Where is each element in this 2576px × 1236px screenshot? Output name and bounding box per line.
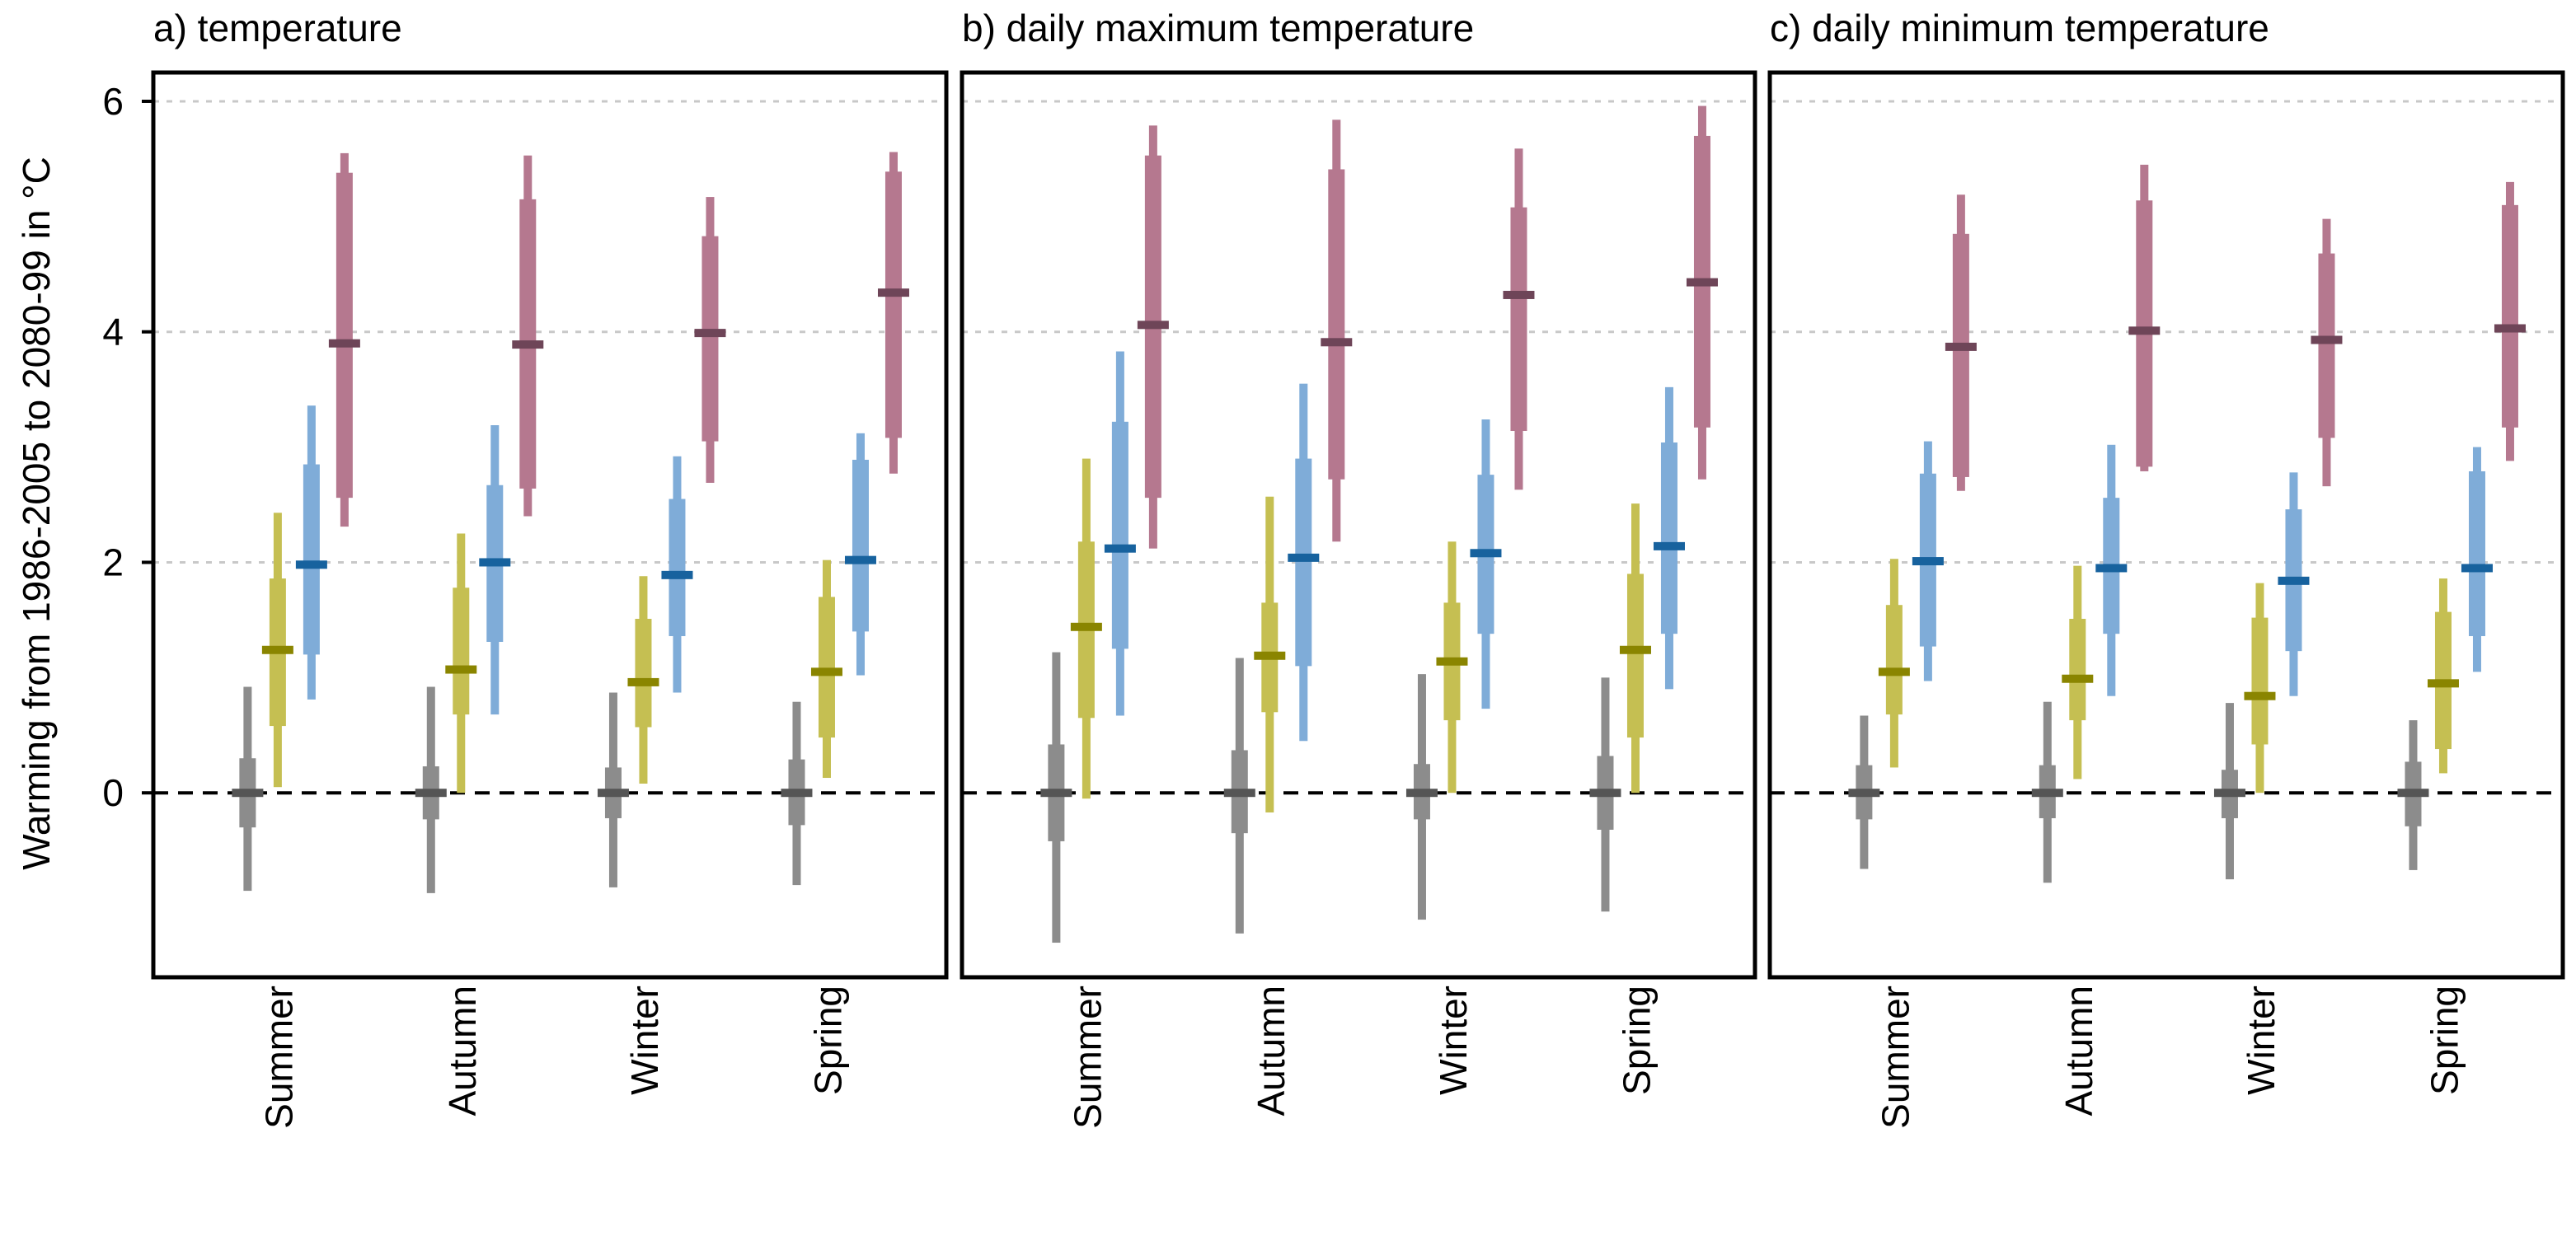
median-marker <box>1470 549 1502 558</box>
median-marker <box>810 667 842 677</box>
median-marker <box>1686 278 1718 287</box>
panel-frame <box>1767 70 2565 980</box>
panel-temperature: a) temperature Summer Autumn Winter Spring <box>151 7 949 1129</box>
interquartile-bar <box>1626 574 1644 738</box>
category-label: Summer <box>257 986 300 1129</box>
category-label: Autumn <box>2058 986 2100 1117</box>
median-marker <box>2031 789 2063 798</box>
interquartile-bar <box>1660 442 1677 634</box>
interquartile-bar <box>2069 618 2086 721</box>
interquartile-bar <box>2251 617 2269 745</box>
interquartile-bar <box>2501 204 2518 428</box>
median-marker <box>1589 789 1621 798</box>
interquartile-bar <box>1952 233 1969 477</box>
median-marker <box>1878 667 1910 677</box>
category-label: Winter <box>623 986 666 1095</box>
median-marker <box>261 645 293 654</box>
y-tick-label: 2 <box>102 541 124 583</box>
median-marker <box>1436 657 1468 666</box>
median-marker <box>2278 576 2310 585</box>
median-marker <box>1040 789 1072 798</box>
interquartile-bar <box>1295 458 1312 667</box>
category-label: Autumn <box>1250 986 1293 1117</box>
median-marker <box>2461 564 2493 573</box>
median-marker <box>844 555 876 564</box>
category-label: Winter <box>2240 986 2283 1095</box>
median-marker <box>1653 541 1685 550</box>
category-label: Spring <box>1615 986 1658 1095</box>
panel-title: a) temperature <box>153 7 402 49</box>
panel-frame <box>960 70 1757 980</box>
category-label: Spring <box>806 986 849 1095</box>
median-marker <box>1070 622 1102 631</box>
median-marker <box>2244 691 2276 700</box>
category-label: Spring <box>2423 986 2466 1095</box>
y-axis: 0 2 4 6 <box>102 80 153 814</box>
interquartile-bar <box>2318 253 2335 438</box>
median-marker <box>1321 338 1353 347</box>
median-marker <box>661 570 693 579</box>
interquartile-bar <box>2468 471 2485 636</box>
interquartile-bar <box>453 588 470 715</box>
interquartile-bar <box>1510 207 1527 432</box>
median-marker <box>232 789 264 798</box>
panel-frame <box>151 70 949 980</box>
panel-title: b) daily maximum temperature <box>962 7 1474 49</box>
panel-daily-maximum-temperature: b) daily maximum temperature Summer Autum… <box>960 7 1757 1129</box>
median-marker <box>2128 326 2161 335</box>
interquartile-bar <box>303 464 320 655</box>
median-marker <box>627 677 659 686</box>
median-marker <box>328 339 360 348</box>
median-marker <box>445 665 477 674</box>
median-marker <box>1137 321 1169 330</box>
y-tick-label: 4 <box>102 311 124 353</box>
median-marker <box>694 329 726 338</box>
median-marker <box>1104 544 1136 553</box>
interquartile-bar <box>1111 421 1128 649</box>
interquartile-bar <box>1885 605 1903 715</box>
median-marker <box>2062 674 2094 683</box>
category-label: Summer <box>1066 986 1109 1129</box>
category-label: Autumn <box>441 986 484 1117</box>
category-label: Summer <box>1874 986 1917 1129</box>
median-marker <box>1912 557 1944 566</box>
interquartile-bar <box>335 172 353 499</box>
interquartile-bar <box>1328 169 1345 480</box>
panel-daily-minimum-temperature: c) daily minimum temperature Summer Autum… <box>1767 7 2565 1129</box>
y-axis-label: Warming from 1986-2005 to 2080-99 in °C <box>15 157 58 870</box>
median-marker <box>2427 679 2459 688</box>
interquartile-bar <box>669 499 686 636</box>
median-marker <box>1223 789 1255 798</box>
median-marker <box>1848 789 1880 798</box>
median-marker <box>597 789 629 798</box>
interquartile-bar <box>701 236 719 442</box>
category-label: Winter <box>1432 986 1475 1095</box>
median-marker <box>1288 553 1320 562</box>
median-marker <box>2095 564 2128 573</box>
interquartile-bar <box>852 459 869 632</box>
median-marker <box>1619 645 1651 654</box>
interquartile-bar <box>818 597 835 738</box>
median-marker <box>295 560 327 569</box>
median-marker <box>781 789 813 798</box>
median-marker <box>415 789 447 798</box>
interquartile-bar <box>635 618 652 728</box>
median-marker <box>1254 651 1286 660</box>
median-marker <box>512 340 544 349</box>
median-marker <box>479 558 511 567</box>
median-marker <box>1405 789 1438 798</box>
median-marker <box>1945 342 1977 351</box>
y-tick-label: 0 <box>102 771 124 814</box>
panel-title: c) daily minimum temperature <box>1770 7 2269 49</box>
median-marker <box>2311 335 2343 344</box>
median-marker <box>2494 324 2526 333</box>
y-tick-label: 6 <box>102 80 124 123</box>
median-marker <box>1503 290 1535 299</box>
median-marker <box>2397 789 2429 798</box>
median-marker <box>877 288 909 297</box>
median-marker <box>2213 789 2245 798</box>
interquartile-bar <box>884 171 902 438</box>
